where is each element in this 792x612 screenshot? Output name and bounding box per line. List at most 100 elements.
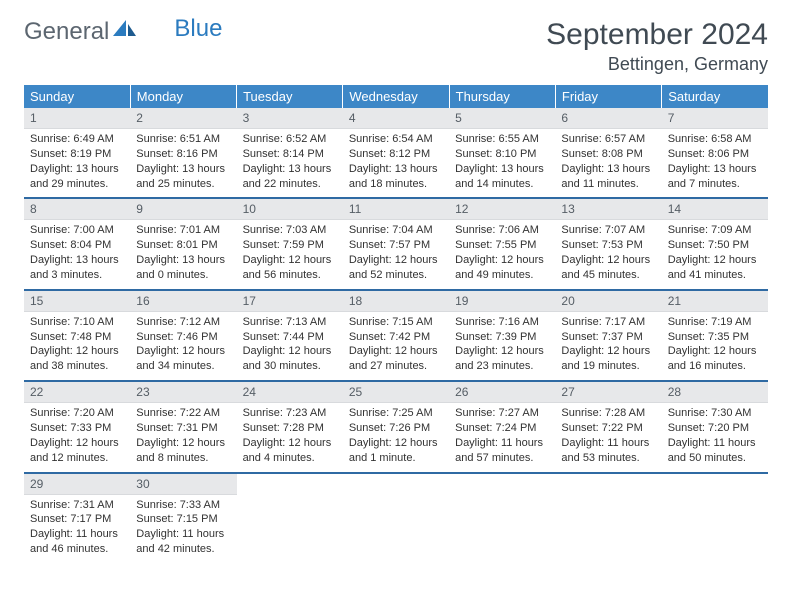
sunset-line: Sunset: 7:42 PM [349, 330, 443, 345]
day-number: 11 [343, 199, 449, 220]
day-details: Sunrise: 7:20 AMSunset: 7:33 PMDaylight:… [24, 403, 130, 471]
sunrise-line: Sunrise: 7:13 AM [243, 315, 337, 330]
daylight-line: Daylight: 11 hours and 50 minutes. [668, 436, 762, 466]
sunset-line: Sunset: 7:50 PM [668, 238, 762, 253]
day-number: 12 [449, 199, 555, 220]
daylight-line: Daylight: 12 hours and 16 minutes. [668, 344, 762, 374]
day-header: Thursday [449, 85, 555, 108]
calendar-day-cell: 16Sunrise: 7:12 AMSunset: 7:46 PMDayligh… [130, 290, 236, 381]
day-header: Sunday [24, 85, 130, 108]
sunrise-line: Sunrise: 7:07 AM [561, 223, 655, 238]
location-label: Bettingen, Germany [546, 54, 768, 75]
sunrise-line: Sunrise: 6:52 AM [243, 132, 337, 147]
page-header: General Blue September 2024 Bettingen, G… [24, 18, 768, 75]
sunrise-line: Sunrise: 7:20 AM [30, 406, 124, 421]
sunset-line: Sunset: 7:57 PM [349, 238, 443, 253]
day-details: Sunrise: 7:27 AMSunset: 7:24 PMDaylight:… [449, 403, 555, 471]
sunrise-line: Sunrise: 6:49 AM [30, 132, 124, 147]
calendar-empty-cell [237, 473, 343, 563]
sunset-line: Sunset: 7:35 PM [668, 330, 762, 345]
daylight-line: Daylight: 12 hours and 12 minutes. [30, 436, 124, 466]
day-details: Sunrise: 7:31 AMSunset: 7:17 PMDaylight:… [24, 495, 130, 563]
sunset-line: Sunset: 7:59 PM [243, 238, 337, 253]
day-details: Sunrise: 7:17 AMSunset: 7:37 PMDaylight:… [555, 312, 661, 380]
sunrise-line: Sunrise: 6:54 AM [349, 132, 443, 147]
day-details: Sunrise: 7:30 AMSunset: 7:20 PMDaylight:… [662, 403, 768, 471]
calendar-day-cell: 5Sunrise: 6:55 AMSunset: 8:10 PMDaylight… [449, 108, 555, 198]
day-details: Sunrise: 7:00 AMSunset: 8:04 PMDaylight:… [24, 220, 130, 288]
calendar-day-cell: 22Sunrise: 7:20 AMSunset: 7:33 PMDayligh… [24, 381, 130, 472]
calendar-empty-cell [343, 473, 449, 563]
calendar-week-row: 15Sunrise: 7:10 AMSunset: 7:48 PMDayligh… [24, 290, 768, 381]
day-number: 21 [662, 291, 768, 312]
sunrise-line: Sunrise: 7:27 AM [455, 406, 549, 421]
day-details: Sunrise: 7:25 AMSunset: 7:26 PMDaylight:… [343, 403, 449, 471]
daylight-line: Daylight: 12 hours and 41 minutes. [668, 253, 762, 283]
sunrise-line: Sunrise: 6:58 AM [668, 132, 762, 147]
day-details: Sunrise: 7:03 AMSunset: 7:59 PMDaylight:… [237, 220, 343, 288]
calendar-day-cell: 3Sunrise: 6:52 AMSunset: 8:14 PMDaylight… [237, 108, 343, 198]
day-number: 19 [449, 291, 555, 312]
day-header-row: SundayMondayTuesdayWednesdayThursdayFrid… [24, 85, 768, 108]
sunrise-line: Sunrise: 7:12 AM [136, 315, 230, 330]
day-number: 26 [449, 382, 555, 403]
sunset-line: Sunset: 8:08 PM [561, 147, 655, 162]
day-details: Sunrise: 6:55 AMSunset: 8:10 PMDaylight:… [449, 129, 555, 197]
sunrise-line: Sunrise: 7:16 AM [455, 315, 549, 330]
sunset-line: Sunset: 7:48 PM [30, 330, 124, 345]
sunrise-line: Sunrise: 7:28 AM [561, 406, 655, 421]
daylight-line: Daylight: 13 hours and 7 minutes. [668, 162, 762, 192]
day-number: 20 [555, 291, 661, 312]
page-title: September 2024 [546, 18, 768, 52]
sunset-line: Sunset: 7:46 PM [136, 330, 230, 345]
day-number: 15 [24, 291, 130, 312]
calendar-day-cell: 12Sunrise: 7:06 AMSunset: 7:55 PMDayligh… [449, 198, 555, 289]
day-number: 28 [662, 382, 768, 403]
sunrise-line: Sunrise: 7:03 AM [243, 223, 337, 238]
sunset-line: Sunset: 7:55 PM [455, 238, 549, 253]
day-details: Sunrise: 7:04 AMSunset: 7:57 PMDaylight:… [343, 220, 449, 288]
day-number: 5 [449, 108, 555, 129]
day-header: Wednesday [343, 85, 449, 108]
day-number: 16 [130, 291, 236, 312]
daylight-line: Daylight: 13 hours and 29 minutes. [30, 162, 124, 192]
calendar-week-row: 22Sunrise: 7:20 AMSunset: 7:33 PMDayligh… [24, 381, 768, 472]
daylight-line: Daylight: 11 hours and 42 minutes. [136, 527, 230, 557]
sunset-line: Sunset: 7:31 PM [136, 421, 230, 436]
day-number: 1 [24, 108, 130, 129]
calendar-day-cell: 23Sunrise: 7:22 AMSunset: 7:31 PMDayligh… [130, 381, 236, 472]
calendar-day-cell: 17Sunrise: 7:13 AMSunset: 7:44 PMDayligh… [237, 290, 343, 381]
day-details: Sunrise: 7:23 AMSunset: 7:28 PMDaylight:… [237, 403, 343, 471]
calendar-day-cell: 4Sunrise: 6:54 AMSunset: 8:12 PMDaylight… [343, 108, 449, 198]
daylight-line: Daylight: 12 hours and 23 minutes. [455, 344, 549, 374]
calendar-empty-cell [662, 473, 768, 563]
daylight-line: Daylight: 12 hours and 27 minutes. [349, 344, 443, 374]
calendar-day-cell: 9Sunrise: 7:01 AMSunset: 8:01 PMDaylight… [130, 198, 236, 289]
calendar-day-cell: 21Sunrise: 7:19 AMSunset: 7:35 PMDayligh… [662, 290, 768, 381]
day-details: Sunrise: 7:22 AMSunset: 7:31 PMDaylight:… [130, 403, 236, 471]
daylight-line: Daylight: 12 hours and 56 minutes. [243, 253, 337, 283]
sunset-line: Sunset: 7:37 PM [561, 330, 655, 345]
calendar-day-cell: 6Sunrise: 6:57 AMSunset: 8:08 PMDaylight… [555, 108, 661, 198]
sunrise-line: Sunrise: 7:09 AM [668, 223, 762, 238]
calendar-week-row: 1Sunrise: 6:49 AMSunset: 8:19 PMDaylight… [24, 108, 768, 198]
day-details: Sunrise: 7:16 AMSunset: 7:39 PMDaylight:… [449, 312, 555, 380]
calendar-body: 1Sunrise: 6:49 AMSunset: 8:19 PMDaylight… [24, 108, 768, 563]
sunset-line: Sunset: 8:06 PM [668, 147, 762, 162]
daylight-line: Daylight: 11 hours and 53 minutes. [561, 436, 655, 466]
daylight-line: Daylight: 13 hours and 3 minutes. [30, 253, 124, 283]
day-details: Sunrise: 6:58 AMSunset: 8:06 PMDaylight:… [662, 129, 768, 197]
day-details: Sunrise: 7:12 AMSunset: 7:46 PMDaylight:… [130, 312, 236, 380]
sail-icon [111, 20, 138, 45]
sunrise-line: Sunrise: 7:10 AM [30, 315, 124, 330]
day-header: Tuesday [237, 85, 343, 108]
sunset-line: Sunset: 8:19 PM [30, 147, 124, 162]
day-details: Sunrise: 7:10 AMSunset: 7:48 PMDaylight:… [24, 312, 130, 380]
sunrise-line: Sunrise: 6:57 AM [561, 132, 655, 147]
sunset-line: Sunset: 7:17 PM [30, 512, 124, 527]
sunset-line: Sunset: 7:22 PM [561, 421, 655, 436]
sunrise-line: Sunrise: 7:15 AM [349, 315, 443, 330]
day-details: Sunrise: 7:13 AMSunset: 7:44 PMDaylight:… [237, 312, 343, 380]
calendar-empty-cell [449, 473, 555, 563]
sunrise-line: Sunrise: 6:51 AM [136, 132, 230, 147]
